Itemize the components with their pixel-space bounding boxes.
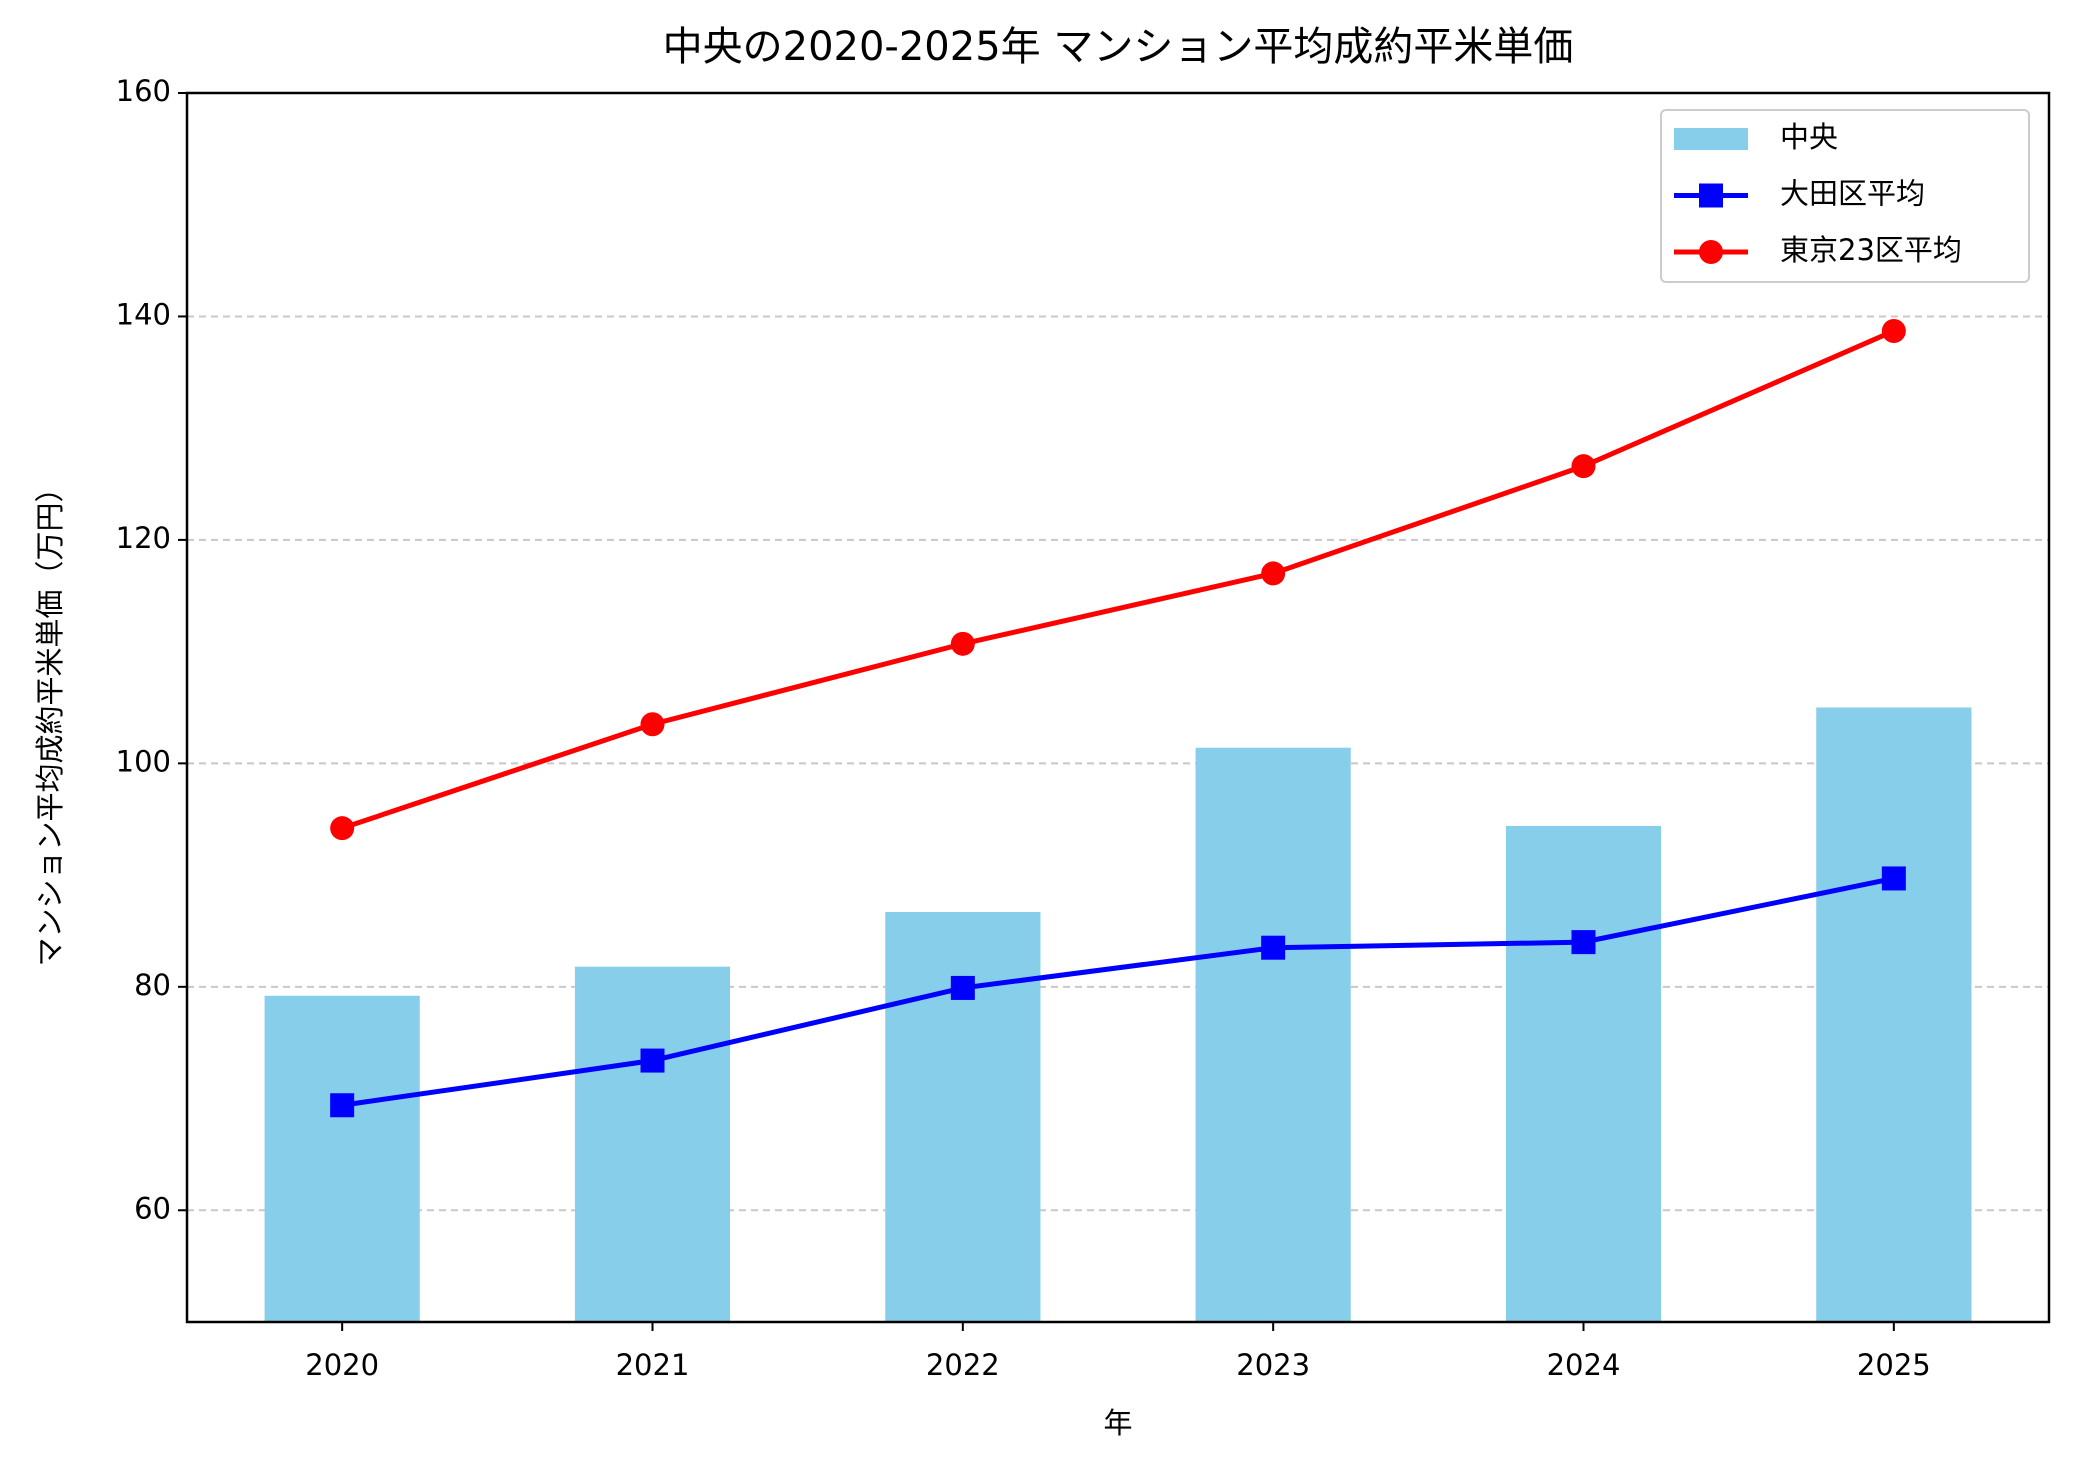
- line: [341, 875, 1895, 1108]
- line: [341, 328, 1895, 831]
- plot-frame: [185, 91, 2051, 1324]
- y-tick-label: 80: [134, 968, 171, 1002]
- bar: [264, 995, 420, 1322]
- x-tick-label: 2020: [305, 1348, 379, 1382]
- bar: [1505, 825, 1662, 1322]
- x-axis-label: 年: [1103, 1406, 1132, 1440]
- marker: [950, 631, 975, 656]
- x-tick-label: 2024: [1547, 1348, 1621, 1382]
- y-tick-label: 140: [116, 297, 171, 331]
- x-tick-label: 2022: [926, 1348, 1000, 1382]
- bar: [1195, 747, 1351, 1322]
- marker: [640, 1048, 665, 1073]
- bar: [574, 966, 731, 1322]
- marker: [1261, 561, 1286, 586]
- marker: [330, 816, 355, 841]
- y-tick-label: 160: [116, 74, 171, 108]
- legend-marker: [1699, 240, 1723, 264]
- marker: [1571, 930, 1596, 955]
- y-axis-label: マンション平均成約平米単価（万円）: [33, 473, 67, 966]
- legend-label: 大田区平均: [1780, 177, 1925, 211]
- x-tick-label: 2021: [616, 1348, 690, 1382]
- legend-label: 中央: [1780, 120, 1838, 154]
- x-tick-label: 2025: [1857, 1348, 1931, 1382]
- y-tick-label: 120: [116, 521, 171, 555]
- marker: [1881, 318, 1906, 343]
- y-tick-label: 100: [116, 744, 171, 778]
- legend-swatch: [1674, 128, 1748, 150]
- marker: [1571, 454, 1596, 479]
- bar: [1816, 707, 1972, 1322]
- x-tick-label: 2023: [1236, 1348, 1310, 1382]
- marker: [950, 975, 975, 1000]
- marker: [1261, 935, 1286, 960]
- y-tick-label: 60: [134, 1191, 171, 1225]
- marker: [330, 1093, 355, 1118]
- legend-frame: [1660, 109, 2030, 283]
- legend-marker: [1699, 183, 1723, 208]
- marker: [1881, 866, 1906, 891]
- legend-label: 東京23区平均: [1780, 233, 1962, 267]
- bar: [885, 911, 1041, 1322]
- marker: [640, 712, 665, 737]
- chart-title: 中央の2020-2025年 マンション平均成約平米単価: [663, 24, 1574, 70]
